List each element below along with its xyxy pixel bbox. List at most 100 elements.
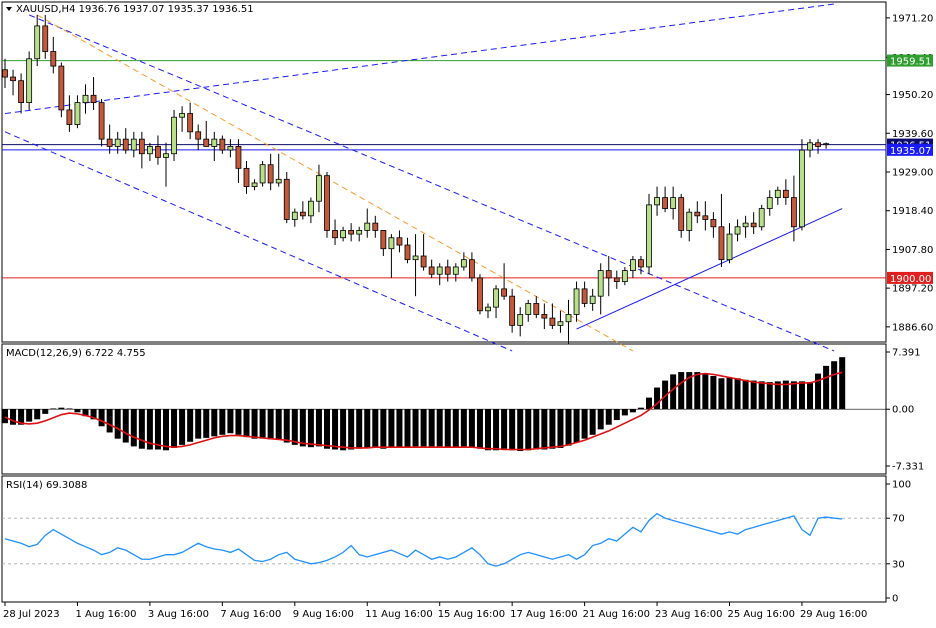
- macd-bar: [629, 409, 636, 413]
- trend-line: [4, 131, 513, 352]
- rsi-tick-label: 70: [892, 514, 905, 525]
- macd-bar: [211, 409, 218, 437]
- candle-body: [114, 138, 121, 147]
- candle-body: [766, 197, 773, 209]
- price-badge-label: 1935.07: [890, 146, 931, 157]
- candle-body: [726, 233, 733, 261]
- candle-body: [26, 58, 33, 104]
- candle-body: [324, 175, 330, 231]
- candle-body: [267, 164, 274, 184]
- candle-body: [316, 175, 322, 202]
- candle-body: [678, 197, 685, 231]
- macd-title: MACD(12,26,9) 6.722 4.755: [6, 348, 146, 359]
- macd-bar: [533, 409, 540, 450]
- candle-body: [493, 288, 499, 308]
- macd-bar: [460, 409, 467, 447]
- candle-body: [758, 208, 765, 228]
- macd-bar: [106, 409, 113, 433]
- candle-body: [468, 259, 475, 279]
- candle-body: [734, 226, 741, 235]
- trend-line: [36, 14, 634, 352]
- candle-body: [774, 189, 781, 198]
- candle-body: [613, 277, 620, 282]
- macd-bar: [839, 357, 846, 410]
- macd-bar: [219, 409, 226, 435]
- candle-body: [605, 270, 612, 279]
- macd-bar: [98, 409, 105, 427]
- price-tick-label: 1886.60: [892, 322, 933, 333]
- candle-body: [34, 25, 41, 60]
- macd-bar: [364, 409, 371, 448]
- candle-body: [452, 266, 459, 275]
- candle-body: [388, 237, 395, 250]
- macd-bar: [718, 378, 725, 410]
- macd-bar: [50, 408, 57, 410]
- macd-bar: [420, 409, 427, 447]
- macd-bar: [2, 409, 8, 424]
- macd-bar: [42, 409, 49, 414]
- macd-bar: [758, 381, 765, 410]
- macd-bar: [662, 380, 669, 410]
- candle-body: [662, 197, 668, 209]
- macd-bar: [171, 409, 178, 448]
- time-tick-label: 7 Aug 16:00: [220, 609, 281, 620]
- candle-body: [782, 189, 789, 198]
- macd-bar: [549, 409, 556, 449]
- price-tick-label: 1907.80: [892, 245, 933, 256]
- symbol-menu-arrow-icon[interactable]: [6, 7, 12, 11]
- candle-body: [597, 270, 604, 297]
- time-tick-label: 1 Aug 16:00: [75, 609, 136, 620]
- rsi-tick-label: 30: [892, 559, 905, 570]
- candle-body: [589, 295, 596, 304]
- candle-body: [477, 277, 483, 312]
- candle-body: [686, 211, 693, 231]
- macd-bar: [509, 409, 516, 451]
- macd-bar: [501, 409, 508, 449]
- macd-bar: [114, 409, 121, 439]
- macd-bar: [187, 409, 194, 442]
- macd-bar: [517, 409, 524, 452]
- time-tick-label: 11 Aug 16:00: [365, 609, 432, 620]
- macd-bar: [380, 409, 387, 449]
- time-tick-label: 28 Jul 2023: [3, 609, 60, 620]
- time-tick-label: 23 Aug 16:00: [655, 609, 722, 620]
- candle-body: [155, 146, 161, 158]
- candle-body: [718, 226, 725, 261]
- candle-body: [750, 222, 757, 228]
- candle-body: [710, 219, 717, 228]
- rsi-line: [4, 512, 843, 567]
- macd-bar: [66, 408, 73, 410]
- candle-body: [823, 143, 829, 146]
- macd-bar: [146, 409, 153, 450]
- macd-bar: [573, 409, 580, 443]
- price-badge: [887, 143, 933, 156]
- macd-bar: [815, 373, 822, 410]
- macd-bar: [485, 409, 491, 451]
- rsi-title: RSI(14) 69.3088: [6, 480, 87, 491]
- macd-bar: [283, 409, 290, 443]
- candle-body: [243, 167, 250, 188]
- macd-bar: [259, 409, 266, 439]
- macd-bar: [154, 409, 161, 450]
- macd-bar: [324, 409, 330, 449]
- macd-bar: [742, 379, 749, 410]
- rsi-layer: [2, 512, 886, 567]
- macd-bar: [340, 409, 347, 451]
- candle-body: [581, 288, 588, 304]
- macd-bar: [436, 409, 443, 447]
- macd-bar: [428, 409, 435, 447]
- candle-body: [42, 25, 49, 52]
- macd-bar: [823, 365, 830, 410]
- time-tick-label: 25 Aug 16:00: [728, 609, 795, 620]
- price-panel-frame: [1, 1, 887, 343]
- macd-bar: [774, 381, 781, 410]
- macd-bar: [670, 374, 677, 410]
- macd-bar: [396, 409, 403, 448]
- candle-body: [203, 138, 210, 147]
- macd-bar: [686, 372, 693, 410]
- candle-body: [259, 164, 266, 184]
- macd-bar: [621, 409, 628, 416]
- candle-body: [412, 255, 419, 261]
